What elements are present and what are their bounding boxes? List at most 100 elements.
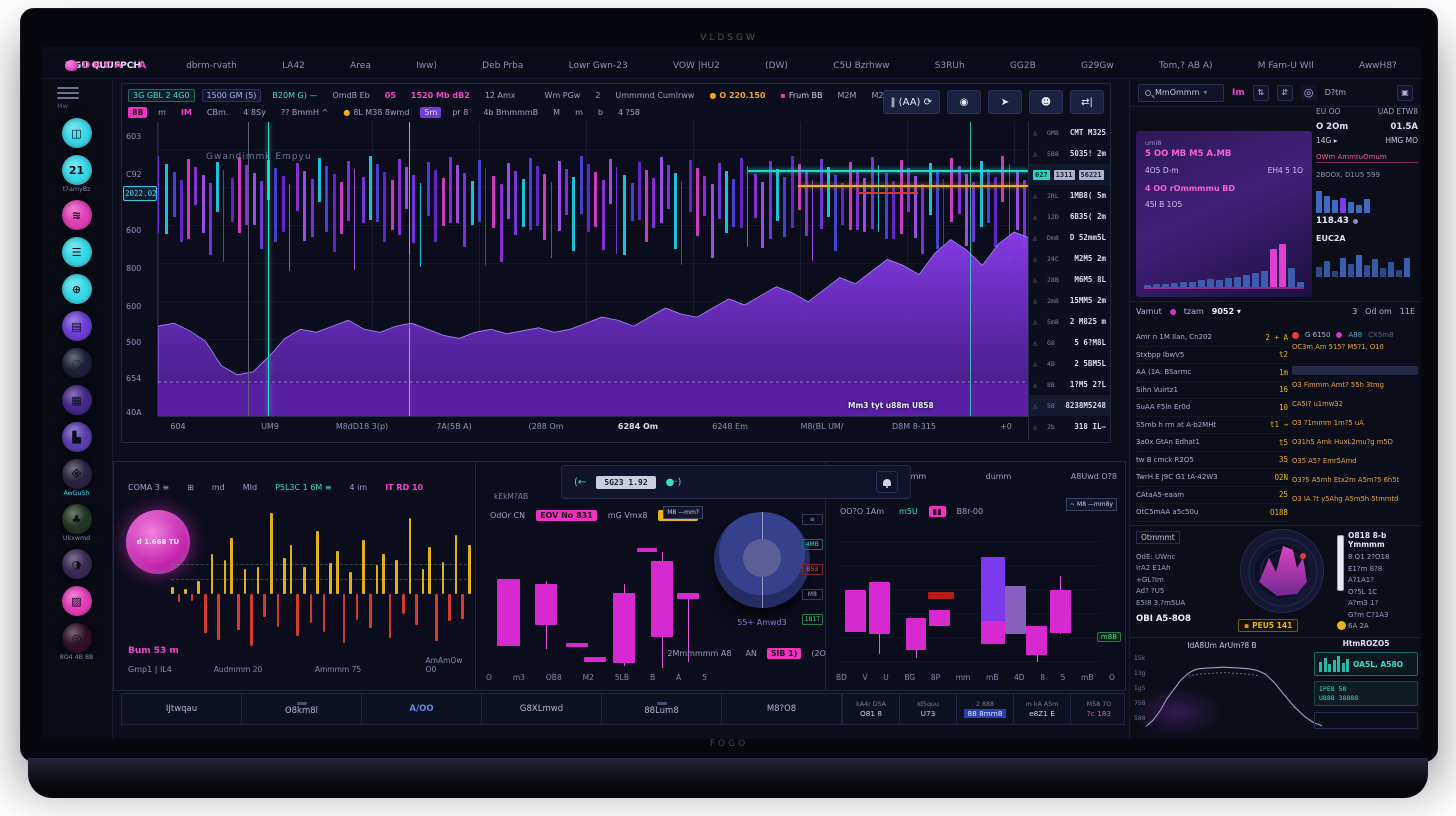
toolbar-chip[interactable]: OO?O 1Am [840,507,885,516]
toolbar-chip[interactable]: m [158,108,166,117]
menu-item-8[interactable]: VOW |HU2 [673,61,720,71]
toolbar-chip[interactable]: 3G GBL 2 4G0 [128,89,195,102]
news-item[interactable]: O3 IA ?t y5Ahg A5m5h 5tmmtd [1292,495,1399,503]
replay-value[interactable]: 5G23 1.92 [596,475,656,489]
table-row[interactable]: Sihn Vuirtz1 16 [1136,382,1288,399]
toolbar-chip[interactable]: pr 8 [452,108,469,117]
table-row[interactable]: OtC5mAA a5c50u O188 [1136,504,1288,522]
toolbar-chip[interactable]: 5m [420,107,442,118]
side-badge[interactable]: 4MB [801,539,823,550]
menu-item-15[interactable]: M Fam-U WIl [1258,61,1314,71]
toolbar-chip[interactable]: mG Vmx8 [607,511,648,520]
toolbar-chip[interactable]: B8r-00 [956,507,984,516]
sidebar-item-chart[interactable]: ▙ [61,422,92,452]
mid-candle-chart[interactable] [484,526,706,672]
table-row[interactable]: tw B cmck R2O5 35 [1136,452,1288,469]
price-plot[interactable]: Gwandimmk Empyu Mm3 tyt u88m U858 [158,122,1028,416]
time-axis[interactable]: 604 UM9 M8dD18 3(p) 7A(5B A) (288 Om 6284 Om 6… [158,416,1028,442]
news-item[interactable]: O35 A5? Emr5Amd [1292,457,1357,465]
table-row[interactable]: CAtaA5-eaam 25 [1136,487,1288,504]
menu-item-12[interactable]: GG2B [1010,61,1036,71]
replay-next-button[interactable]: ●·) [665,476,682,488]
quote-link[interactable]: OWm AmmtuOmum [1316,153,1418,163]
menu-item-2[interactable]: LA42 [282,61,305,71]
toolbar-chip[interactable]: 05 [384,91,396,100]
sort-desc-button[interactable]: ⇵ [1276,84,1293,101]
toolbar-chip[interactable]: m [575,108,583,117]
side-badge[interactable]: 1B1T [801,614,823,625]
toolbar-chip[interactable]: 8L M38 8wmd [339,107,413,118]
toolbar-chip[interactable]: Ummmnd Cumlrww [615,91,695,100]
gauge-slider[interactable] [1337,535,1344,591]
toolbar-chip[interactable]: ?? BmmH ^ [280,108,329,117]
menu-item-7[interactable]: Lowr Gwn-23 [569,61,628,71]
toolbar-chip[interactable]: b [597,108,603,117]
sidebar-item-globe[interactable]: ⊕ [61,274,92,304]
toolbar-chip[interactable]: P5L3C 1 6M ≡ [275,483,332,492]
table-row[interactable]: TwrH.E J9C G1 tA-42W3 O2N [1136,469,1288,487]
news-item[interactable]: CA5I? u1mw32 [1292,400,1343,408]
hamburger-menu-icon[interactable] [57,87,79,99]
toolbar-chip[interactable]: M2M [837,91,857,100]
menu-item-1[interactable]: dbrm-rvath [186,61,237,71]
menu-item-14[interactable]: Tom,? AB A) [1159,61,1213,71]
volume-gauge-badge[interactable]: d 1.668 TU [126,510,190,574]
orderbook-row[interactable]: ◬ 24C M2M5 2m [1029,248,1110,269]
menu-item-4[interactable]: Area [350,61,371,71]
table-row[interactable]: 3a0x GtAn Edhat1 t5 [1136,434,1288,452]
toolbar-chip[interactable]: CBm. [206,108,229,117]
table-row[interactable]: Amr n 1M Ilan, Cn202 2 + A [1136,329,1288,347]
stats-left-header[interactable]: Otmmmt [1136,531,1180,544]
news-item[interactable]: OC3m Am 515? M5?1, O10 [1292,343,1384,351]
toolbar-chip[interactable]: 4b BmmmmB [483,108,539,117]
tab-3[interactable]: G8XLmwd [482,694,602,724]
menu-item-5[interactable]: Iww) [416,61,437,71]
sidebar-item-chat21[interactable]: 21 t7amyBz [61,155,92,193]
toolbar-chip[interactable]: O 220.150 [705,90,769,101]
menu-item-3[interactable]: DRCA :A [65,60,1421,71]
toolbar-chip[interactable]: MId [242,483,258,492]
terminal-quote-box[interactable]: OA5L, A58O [1314,652,1418,676]
news-item[interactable] [1292,366,1418,375]
sort-asc-button[interactable]: ⇅ [1252,84,1269,101]
orderbook-row[interactable]: ◬ 12D 6B35( 2m [1029,206,1110,227]
news-item[interactable]: O3?5 A5mh Etx2m A5m?5 6h5t [1292,476,1400,484]
toolbar-chip[interactable]: B20M G) — [272,91,318,100]
toolbar-chip[interactable]: 12 Amx [484,91,516,100]
table-row[interactable]: SuAA F5ln Er0d 10 [1136,399,1288,417]
table-h-label4[interactable]: Od om [1365,307,1392,316]
toolbar-chip[interactable]: 2Mmmmmm A8 [667,649,732,658]
donut-chart[interactable] [714,512,810,608]
toolbar-chip[interactable]: EOV No 831 [536,510,597,521]
news-item[interactable]: O3 ?1mmm 1m?5 uA [1292,419,1364,427]
featured-card[interactable]: umi8 5 OO MB M5 A.MB 4O5 D-m EH4 5 1O 4 … [1136,131,1312,297]
sidebar-item-fire[interactable]: ▨ [61,586,92,616]
status-cell-2[interactable]: 2 888 88 8mm8 [956,694,1013,724]
orderbook-row[interactable]: ◬ 2b 318 IL— [1029,416,1110,437]
comparison-candle-chart[interactable] [840,524,1102,662]
side-badge[interactable]: ≡ [801,514,823,525]
table-row[interactable]: Stxbpp IbwV5 t2 [1136,347,1288,364]
status-cell-0[interactable]: kA4r D5A O81 8 [842,694,899,724]
toolbar-chip[interactable]: IM [180,108,192,117]
bell-button[interactable] [876,471,898,493]
tab-0[interactable]: IJtwqau [122,694,242,724]
menu-item-11[interactable]: S3RUh [935,61,965,71]
toolbar-chip[interactable]: 1520 Mb dB2 [410,91,470,100]
toolbar-chip[interactable]: 4 8Sy [243,108,266,117]
orderbook-row[interactable]: ◬ 5m8 2 M825 m [1029,311,1110,332]
watchlist-pink-label[interactable]: Im [1232,87,1245,98]
toolbar-chip[interactable]: m5U [899,507,918,516]
toolbar-chip[interactable]: 4 ?58 [617,108,641,117]
sidebar-item-leaf[interactable]: ♣ Ukxwmd [61,504,92,542]
table-row[interactable]: S5mb h rm at A-b2MHt t1 → [1136,417,1288,434]
orderbook-row[interactable]: ◬ 2m8 15MM5 2m [1029,290,1110,311]
sliders-button[interactable]: ⇄| [1070,90,1104,114]
toolbar-chip[interactable]: IT RD 10 [385,483,424,492]
toolbar-chip[interactable]: COMA 3 ≡ [128,483,170,492]
toolbar-chip[interactable]: Wm PGw [544,91,581,100]
table-h-label5[interactable]: 11E [1399,307,1415,316]
candles-corner-box[interactable]: M8 —mm? [663,506,703,519]
orderbook-row[interactable]: ◬ GM8 CMT M325 [1029,122,1110,143]
menu-item-6[interactable]: Deb Prba [482,61,523,71]
